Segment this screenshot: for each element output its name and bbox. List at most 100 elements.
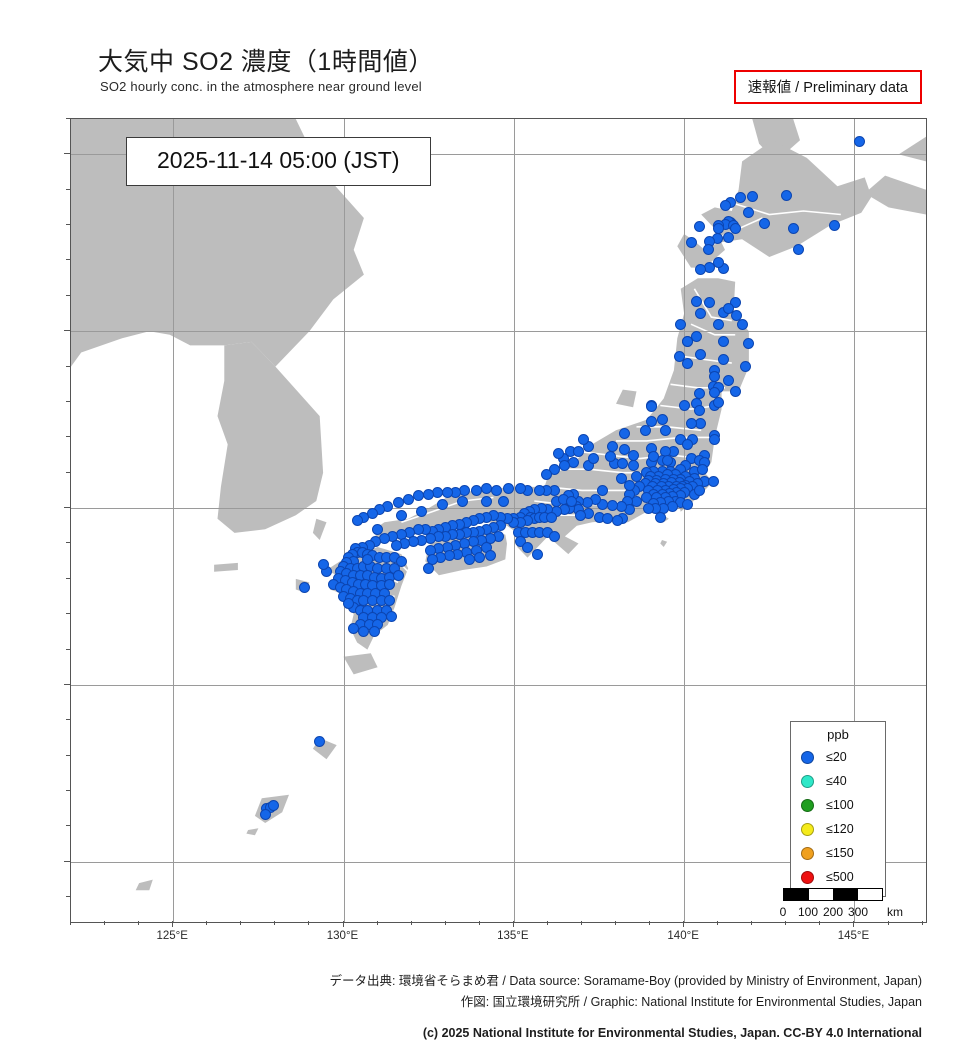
station-marker — [740, 361, 751, 373]
tick-lon — [512, 921, 514, 927]
footer-graphic-credit: 作図: 国立環境研究所 / Graphic: National Institut… — [460, 995, 922, 1009]
legend-panel: ppb ≤20 ≤40 ≤100 ≤120 ≤150 ≤500 — [790, 721, 886, 897]
tick-lon-minor — [274, 921, 276, 925]
station-marker — [792, 244, 804, 256]
tick-lat-minor — [66, 365, 70, 367]
station-marker — [682, 499, 694, 511]
station-marker — [372, 523, 384, 535]
station-marker — [656, 414, 668, 426]
legend-label: ≤40 — [826, 774, 847, 788]
station-marker — [712, 396, 724, 408]
station-marker — [573, 446, 584, 457]
station-marker — [619, 428, 630, 440]
station-marker — [395, 509, 407, 521]
station-marker — [694, 308, 706, 320]
admin-boundary — [724, 147, 841, 216]
gridline-lat — [71, 154, 926, 156]
station-marker — [675, 318, 687, 330]
station-marker — [690, 295, 702, 307]
station-marker — [717, 336, 729, 348]
station-marker — [694, 484, 705, 496]
tick-lat-minor — [66, 825, 70, 827]
station-marker — [787, 222, 799, 234]
station-marker — [654, 511, 666, 523]
station-marker — [390, 539, 402, 551]
station-marker — [758, 217, 770, 229]
station-marker — [736, 318, 748, 330]
station-marker — [707, 476, 719, 488]
legend-swatch — [801, 774, 814, 788]
station-marker — [712, 318, 724, 330]
station-marker — [678, 400, 690, 411]
land-polygon — [343, 653, 378, 675]
gridline-lon — [854, 119, 856, 922]
station-marker — [661, 454, 673, 466]
gridline-lat — [71, 508, 926, 510]
station-marker — [729, 296, 741, 308]
station-marker — [540, 469, 552, 480]
tick-lon-minor — [138, 921, 140, 925]
page-subtitle: SO2 hourly conc. in the atmosphere near … — [100, 79, 422, 94]
station-marker — [719, 200, 731, 212]
legend-label: ≤20 — [826, 750, 847, 764]
station-marker — [743, 207, 755, 219]
station-marker — [481, 495, 493, 507]
station-marker — [641, 492, 653, 503]
tick-lon — [342, 921, 344, 927]
legend-item: ≤150 — [799, 841, 877, 865]
tick-lon-minor — [785, 921, 787, 925]
scale-bar — [783, 888, 883, 901]
tick-lon-minor — [751, 921, 753, 925]
timestamp-box: 2025-11-14 05:00 (JST) — [126, 137, 431, 186]
station-marker — [717, 354, 729, 365]
tick-lon-minor — [615, 921, 617, 925]
station-marker — [361, 553, 373, 565]
land-polygon — [217, 341, 324, 533]
station-marker — [491, 484, 503, 496]
station-marker — [854, 135, 866, 147]
station-marker — [533, 484, 545, 496]
station-marker — [423, 488, 435, 500]
tick-lon-minor — [649, 921, 651, 925]
station-marker — [368, 626, 380, 638]
station-marker — [268, 799, 280, 811]
land-polygon — [660, 540, 668, 547]
axis-label-lon: 125°E — [156, 930, 188, 942]
tick-lat-minor — [66, 754, 70, 756]
station-marker — [612, 515, 624, 526]
station-marker — [298, 582, 310, 594]
axis-label-lon: 130°E — [326, 930, 359, 942]
scale-label: 100 — [797, 905, 819, 919]
page-title: 大気中 SO2 濃度（1時間値） — [98, 48, 434, 76]
land-polygon — [246, 828, 259, 836]
legend-item: ≤120 — [799, 817, 877, 841]
gridline-lon — [684, 119, 686, 922]
land-polygon — [898, 136, 926, 162]
station-marker — [734, 192, 746, 204]
gridline-lat — [71, 684, 926, 686]
station-marker — [722, 232, 734, 243]
station-marker — [545, 511, 557, 523]
tick-lon-minor — [206, 921, 208, 925]
tick-lat — [64, 330, 70, 332]
land-polygon — [312, 518, 327, 540]
gridline-lon — [343, 119, 345, 922]
station-marker — [694, 387, 705, 399]
gridline-lon — [173, 119, 175, 922]
station-marker — [484, 550, 496, 562]
tick-lat-minor — [66, 436, 70, 438]
station-marker — [348, 622, 360, 634]
tick-lon — [172, 921, 174, 927]
land-polygon — [864, 175, 926, 215]
tick-lat-minor — [66, 577, 70, 579]
station-marker — [645, 400, 657, 412]
station-marker — [615, 472, 627, 484]
station-marker — [522, 541, 533, 553]
legend-label: ≤150 — [826, 846, 854, 860]
station-marker — [619, 444, 630, 456]
station-marker — [441, 486, 453, 498]
axis-label-lon: 145°E — [837, 930, 870, 942]
station-marker — [392, 569, 404, 581]
station-marker — [317, 559, 329, 571]
station-marker — [384, 578, 395, 590]
